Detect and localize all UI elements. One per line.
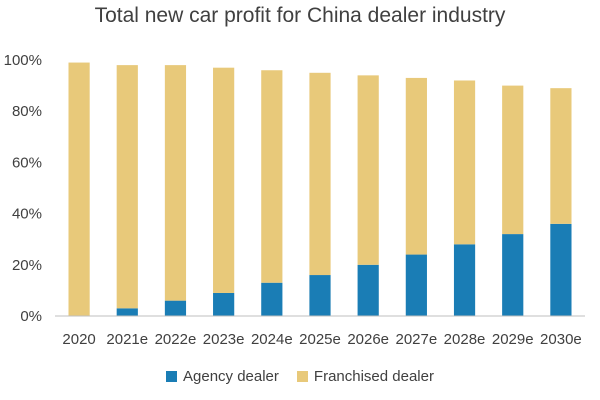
chart-title: Total new car profit for China dealer in… — [94, 4, 506, 27]
bar-agency-dealer — [550, 223, 572, 316]
bar-agency-dealer — [261, 282, 283, 316]
y-tick-label: 80% — [12, 103, 42, 120]
x-tick-label: 2023e — [203, 331, 245, 348]
x-tick-label: 2026e — [347, 331, 389, 348]
x-tick-label: 2030e — [540, 331, 582, 348]
y-tick-label: 40% — [12, 206, 42, 223]
bar-agency-dealer — [405, 254, 427, 316]
bar-agency-dealer — [453, 244, 476, 316]
bar-franchised-dealer — [213, 67, 235, 293]
x-tick-label: 2029e — [492, 331, 534, 348]
bar-franchised-dealer — [502, 85, 524, 235]
bar-franchised-dealer — [261, 70, 283, 283]
bar-franchised-dealer — [357, 75, 379, 265]
y-tick-label: 20% — [12, 257, 42, 274]
bar-agency-dealer — [213, 292, 235, 316]
bar-franchised-dealer — [68, 62, 90, 317]
legend-item-franchised: Franchised dealer — [296, 368, 434, 385]
legend-swatch-franchised — [296, 371, 308, 382]
y-tick-label: 0% — [20, 308, 42, 325]
legend-item-agency: Agency dealer — [166, 368, 279, 385]
bar-franchised-dealer — [453, 80, 476, 245]
bar-franchised-dealer — [164, 65, 187, 301]
x-axis: 2020 2021e 2022e 2023e 2024e 2025e 2026e 2027e 2… — [62, 331, 581, 348]
x-tick-label: 2024e — [251, 331, 293, 348]
x-tick-label: 2025e — [299, 331, 341, 348]
bar-franchised-dealer — [550, 88, 572, 224]
bar-agency-dealer — [309, 275, 331, 316]
y-axis: 0% 20% 40% 60% 80% 100% — [4, 52, 42, 325]
x-tick-label: 2020 — [62, 331, 95, 348]
bar-franchised-dealer — [405, 77, 427, 255]
legend-label-agency: Agency dealer — [183, 368, 279, 385]
bar-agency-dealer — [164, 300, 187, 316]
bar-group — [68, 62, 572, 317]
y-tick-label: 100% — [4, 52, 42, 69]
legend: Agency dealer Franchised dealer — [0, 368, 600, 385]
x-tick-label: 2028e — [444, 331, 486, 348]
bar-agency-dealer — [116, 308, 138, 316]
x-tick-label: 2022e — [155, 331, 197, 348]
x-tick-label: 2021e — [106, 331, 148, 348]
y-tick-label: 60% — [12, 154, 42, 171]
legend-swatch-agency — [166, 371, 177, 382]
bar-franchised-dealer — [309, 72, 331, 276]
legend-label-franchised: Franchised dealer — [313, 368, 434, 385]
bar-agency-dealer — [357, 264, 379, 316]
bar-agency-dealer — [502, 234, 524, 316]
x-tick-label: 2027e — [396, 331, 438, 348]
bar-franchised-dealer — [116, 65, 138, 309]
